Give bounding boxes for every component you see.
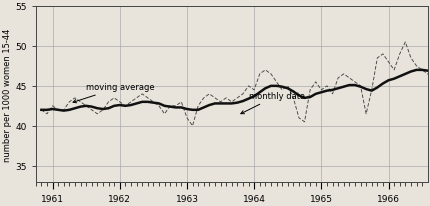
Text: monthly data: monthly data — [240, 92, 304, 114]
Text: moving average: moving average — [73, 83, 154, 103]
Y-axis label: number per 1000 women 15-44: number per 1000 women 15-44 — [3, 28, 12, 161]
